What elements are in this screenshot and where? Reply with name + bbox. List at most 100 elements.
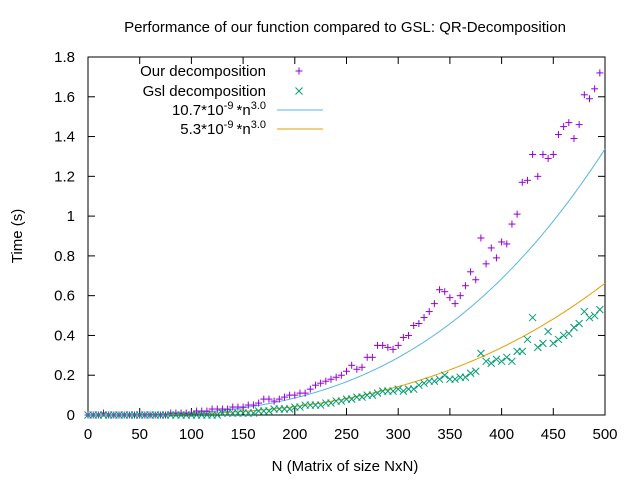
marker-stroke [399,387,408,395]
gsl-decomposition-point [347,395,356,403]
legend-exponent: -9 [224,119,237,131]
our-decomposition-point [280,393,288,401]
x-tick-label: 100 [179,426,204,443]
our-decomposition-point [430,300,438,308]
marker-stroke [502,353,511,362]
gsl-decomposition-point [497,357,506,366]
our-decomposition-point [420,314,428,322]
legend-text: 10.7*10 [172,102,224,119]
chart-title: Performance of our function compared to … [124,19,566,36]
marker-stroke [213,411,222,419]
our-decomposition-point [394,341,402,349]
our-decomposition-point [467,268,475,276]
legend-label: Our decomposition [140,63,266,80]
plot-frame [87,56,606,416]
our-decomposition-point [534,172,542,180]
x-tick-label: 200 [282,426,307,443]
x-tick-label: 0 [84,426,92,443]
marker-stroke [539,339,547,348]
gsl-decomposition-point [265,407,273,415]
x-tick-label: 450 [541,426,566,443]
our-decomposition-point [249,401,257,409]
fit-curve-3 [88,282,606,416]
marker-stroke [435,375,444,384]
our-decomposition-point [203,407,211,415]
our-decomposition-point [389,345,397,353]
gsl-decomposition-point [477,349,485,358]
gsl-decomposition-point [420,379,428,388]
our-decomposition-point [255,399,263,407]
gsl-decomposition-point [564,329,573,338]
our-decomposition-point [477,234,485,242]
our-decomposition-point [446,294,454,302]
marker-stroke [477,349,485,358]
y-tick-label: 0.8 [54,248,75,265]
x-tick-label: 50 [131,426,148,443]
marker-stroke [497,357,506,366]
marker-stroke [409,385,418,393]
gsl-decomposition-point [461,373,470,382]
marker-stroke [533,343,542,352]
legend: Our decomposition Gsl decomposition 10.7*1… [140,63,323,138]
marker-stroke [295,87,303,95]
marker-stroke [549,339,558,348]
marker-stroke [389,387,397,395]
gsl-decomposition-point [554,335,563,344]
y-tick-label: 1.4 [54,129,75,146]
gsl-decomposition-point [368,391,377,399]
gsl-decomposition-point [440,371,449,380]
our-decomposition-point [348,361,356,369]
gsl-decomposition-point [471,367,480,376]
marker-stroke [415,381,423,390]
marker-stroke [373,389,382,397]
gsl-decomposition-point [575,319,584,328]
x-axis-label: N (Matrix of size NxN) [272,458,419,475]
marker-stroke [368,391,377,399]
gsl-decomposition-point [451,375,459,384]
our-decomposition-point [591,85,599,93]
y-tick-label: 0.6 [54,288,75,305]
y-axis-label: Time (s) [9,209,26,263]
our-decomposition-point [544,154,552,162]
our-decomposition-point [529,150,537,158]
our-decomposition-point [508,220,516,228]
series-layer [84,69,606,419]
marker-stroke [585,313,594,322]
our-decomposition-point [337,371,345,379]
y-tick-label: 0.4 [54,327,75,344]
gsl-decomposition-point [285,405,294,413]
y-tick-label: 1.8 [54,49,75,66]
marker-stroke [451,375,459,384]
our-decomposition-point [270,397,278,405]
legend-text: *n [237,102,251,119]
marker-stroke [575,319,584,328]
legend-label: Gsl decomposition [143,83,266,100]
our-decomposition-point [410,322,418,329]
marker-stroke [420,379,428,388]
our-decomposition-point [327,375,335,383]
our-decomposition-point [492,254,500,262]
legend-text: 5.3*10 [180,121,223,138]
marker-stroke [528,313,537,322]
gsl-decomposition-point [373,389,382,397]
marker-stroke [559,331,568,340]
legend-exponent: 3.0 [251,100,266,112]
our-decomposition-point [415,320,423,328]
our-decomposition-point [275,395,283,403]
marker-stroke [440,371,449,380]
marker-stroke [358,393,366,401]
our-decomposition-point [549,150,557,158]
marker-stroke [487,359,496,368]
our-decomposition-point [405,331,413,339]
y-tick-label: 0 [67,407,75,424]
our-decomposition-point [291,391,299,399]
gsl-decomposition-point [394,385,403,393]
our-decomposition-point [224,405,232,413]
gsl-decomposition-point [389,387,397,395]
marker-stroke [580,307,589,316]
our-decomposition-point [570,135,578,143]
gsl-decomposition-point [487,359,496,368]
marker-stroke [285,405,294,413]
marker-stroke [347,395,356,403]
x-tick-label: 300 [386,426,411,443]
